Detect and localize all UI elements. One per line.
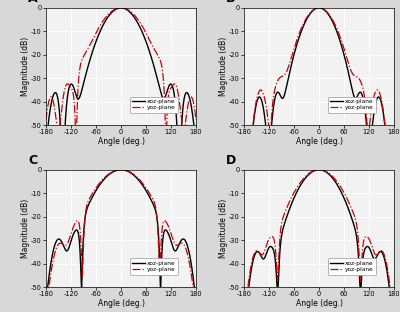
- xoz-plane: [137, 24, 142, 28]
- yoz-plane: [134, 175, 139, 179]
- xoz-plane: [332, 179, 337, 183]
- xoz-plane: [392, 266, 396, 269]
- xoz-plane: [180, 120, 184, 124]
- yoz-plane: [74, 139, 78, 143]
- Text: C: C: [28, 154, 37, 167]
- yoz-plane: [335, 180, 340, 184]
- yoz-plane: [118, 6, 123, 10]
- yoz-plane: [179, 241, 184, 245]
- Text: B: B: [226, 0, 236, 5]
- xoz-plane: [76, 97, 80, 101]
- yoz-plane: [274, 257, 278, 261]
- xoz-plane: [118, 6, 123, 10]
- xoz-plane: [316, 6, 321, 10]
- yoz-plane: [137, 20, 142, 23]
- xoz-plane: [377, 250, 382, 254]
- xoz-plane: [335, 31, 340, 35]
- Line: xoz-plane: xoz-plane: [46, 170, 196, 302]
- Line: yoz-plane: yoz-plane: [46, 170, 196, 311]
- yoz-plane: [86, 47, 90, 51]
- yoz-plane: [284, 208, 288, 212]
- yoz-plane: [274, 83, 278, 86]
- yoz-plane: [180, 120, 184, 124]
- xoz-plane: [134, 19, 139, 23]
- Text: D: D: [226, 154, 236, 167]
- xoz-plane: [86, 204, 90, 208]
- xoz-plane: [76, 231, 80, 234]
- Line: xoz-plane: xoz-plane: [46, 8, 196, 193]
- Y-axis label: Magnitude (dB): Magnitude (dB): [20, 37, 30, 96]
- Y-axis label: Magnitude (dB): Magnitude (dB): [218, 199, 228, 258]
- xoz-plane: [284, 87, 288, 91]
- Line: yoz-plane: yoz-plane: [46, 8, 196, 141]
- Y-axis label: Magnitude (dB): Magnitude (dB): [20, 199, 30, 258]
- yoz-plane: [242, 251, 246, 255]
- Legend: xoz-plane, yoz-plane: xoz-plane, yoz-plane: [328, 258, 376, 275]
- xoz-plane: [137, 179, 142, 183]
- Line: xoz-plane: xoz-plane: [244, 8, 394, 269]
- xoz-plane: [332, 24, 337, 28]
- yoz-plane: [332, 22, 337, 26]
- yoz-plane: [134, 16, 139, 20]
- yoz-plane: [76, 219, 80, 223]
- Y-axis label: Magnitude (dB): Magnitude (dB): [218, 37, 228, 96]
- yoz-plane: [316, 168, 321, 172]
- Legend: xoz-plane, yoz-plane: xoz-plane, yoz-plane: [130, 258, 178, 275]
- xoz-plane: [377, 96, 382, 100]
- yoz-plane: [194, 309, 198, 312]
- xoz-plane: [194, 144, 198, 148]
- X-axis label: Angle (deg.): Angle (deg.): [296, 299, 342, 308]
- yoz-plane: [332, 177, 337, 181]
- yoz-plane: [392, 251, 396, 255]
- Line: yoz-plane: yoz-plane: [244, 170, 394, 312]
- xoz-plane: [392, 267, 396, 271]
- yoz-plane: [392, 249, 396, 253]
- xoz-plane: [194, 144, 198, 148]
- yoz-plane: [284, 71, 288, 75]
- Legend: xoz-plane, yoz-plane: xoz-plane, yoz-plane: [328, 96, 376, 113]
- xoz-plane: [179, 238, 184, 241]
- yoz-plane: [44, 309, 48, 312]
- X-axis label: Angle (deg.): Angle (deg.): [98, 299, 144, 308]
- yoz-plane: [335, 28, 340, 32]
- Text: A: A: [28, 0, 38, 5]
- yoz-plane: [377, 249, 382, 253]
- xoz-plane: [86, 65, 90, 69]
- Line: yoz-plane: yoz-plane: [244, 8, 394, 253]
- yoz-plane: [118, 168, 123, 172]
- xoz-plane: [242, 267, 246, 271]
- yoz-plane: [316, 6, 321, 10]
- xoz-plane: [194, 300, 198, 304]
- yoz-plane: [194, 309, 198, 312]
- yoz-plane: [194, 118, 198, 122]
- xoz-plane: [44, 300, 48, 304]
- xoz-plane: [44, 144, 48, 148]
- xoz-plane: [194, 300, 198, 303]
- yoz-plane: [194, 118, 198, 121]
- xoz-plane: [274, 92, 278, 96]
- yoz-plane: [86, 200, 90, 204]
- yoz-plane: [137, 178, 142, 181]
- xoz-plane: [274, 269, 278, 273]
- Line: xoz-plane: xoz-plane: [244, 170, 394, 312]
- xoz-plane: [284, 217, 288, 221]
- X-axis label: Angle (deg.): Angle (deg.): [296, 137, 342, 146]
- xoz-plane: [335, 183, 340, 187]
- xoz-plane: [60, 191, 65, 195]
- xoz-plane: [134, 176, 139, 180]
- Legend: xoz-plane, yoz-plane: xoz-plane, yoz-plane: [130, 96, 178, 113]
- xoz-plane: [118, 168, 123, 172]
- xoz-plane: [316, 168, 321, 172]
- X-axis label: Angle (deg.): Angle (deg.): [98, 137, 144, 146]
- yoz-plane: [377, 92, 382, 95]
- yoz-plane: [44, 118, 48, 122]
- yoz-plane: [76, 84, 80, 88]
